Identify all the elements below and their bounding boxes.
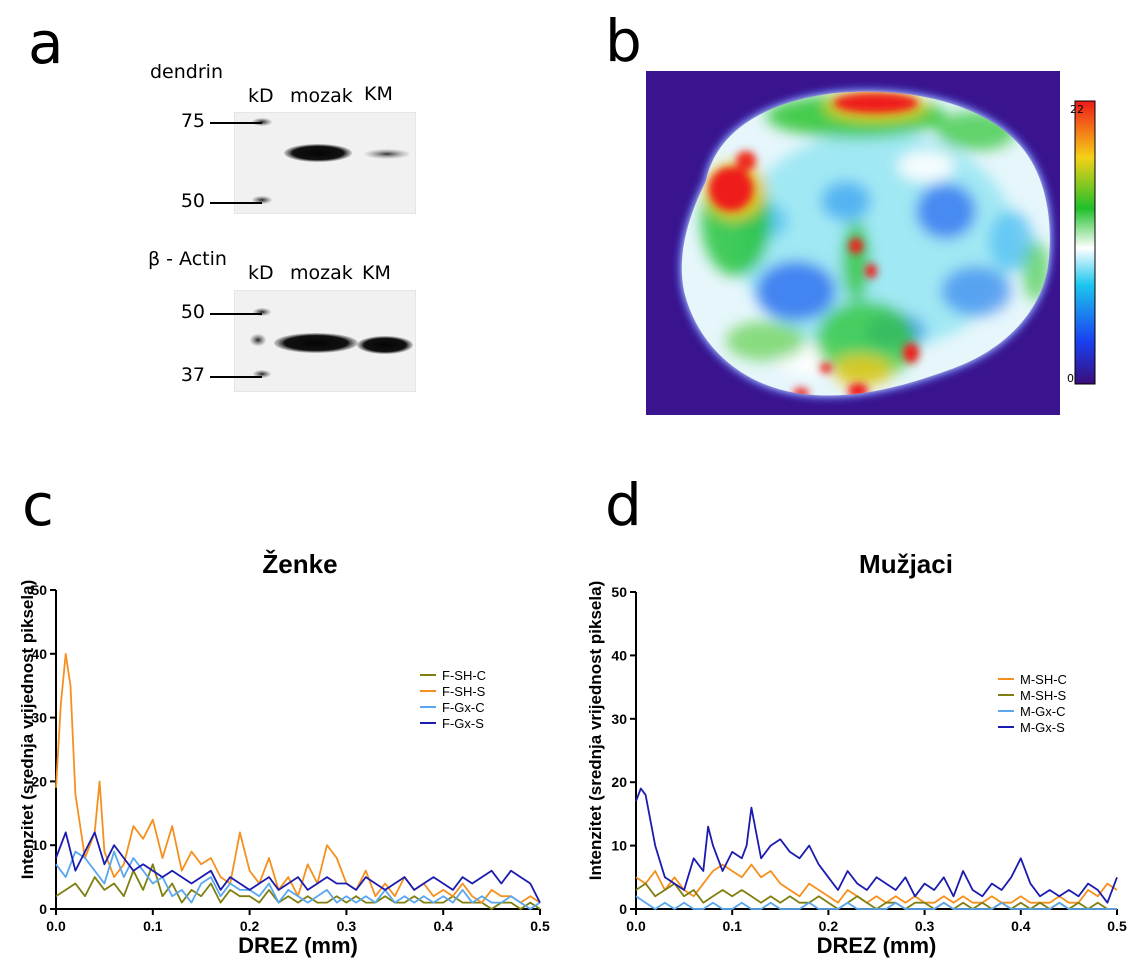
marker-50-top: 50 — [180, 190, 205, 212]
x-axis-label: DREZ (mm) — [238, 933, 358, 958]
y-tick-label: 10 — [611, 838, 627, 854]
top-lane-header-kd: kD — [248, 85, 274, 107]
series-line-m-gx-c — [635, 895, 1117, 910]
x-tick-label: 0.2 — [819, 918, 839, 934]
x-tick-label: 0.0 — [626, 918, 646, 934]
y-axis-label: Intenzitet (srednja vrijednost piksela) — [18, 580, 37, 879]
x-tick-label: 0.0 — [46, 918, 66, 934]
bottom-lane-header-km: KM — [362, 262, 391, 284]
panel-c-letter: c — [22, 471, 54, 539]
bottom-lane-header-mozak: mozak — [290, 262, 353, 284]
chart-title: Mužjaci — [859, 549, 953, 579]
series-line-m-sh-c — [635, 863, 1118, 904]
x-axis-label: DREZ (mm) — [817, 933, 937, 958]
series-line-f-sh-c — [55, 863, 541, 910]
marker-75-line — [210, 122, 262, 124]
ladder-band-75 — [252, 118, 272, 126]
ladder-band-mid — [250, 334, 266, 346]
legend-label: F-SH-C — [442, 668, 486, 683]
legend-label: M-SH-C — [1020, 672, 1067, 687]
x-tick-label: 0.2 — [240, 918, 260, 934]
dendrin-blot-image — [234, 112, 416, 214]
y-tick-label: 40 — [611, 647, 627, 663]
beta-actin-label: β - Actin — [148, 248, 227, 270]
spinal-cord-heatmap — [646, 71, 1060, 415]
ladder-band-50-bottom — [253, 308, 271, 316]
x-tick-label: 0.4 — [1011, 918, 1031, 934]
legend-label: M-Gx-C — [1020, 704, 1066, 719]
series-line-f-gx-s — [55, 831, 541, 904]
y-tick-label: 30 — [611, 711, 627, 727]
marker-50-bottom-line — [210, 313, 262, 315]
x-tick-label: 0.4 — [433, 918, 453, 934]
y-tick-label: 0 — [619, 901, 627, 917]
actin-band-mozak — [274, 333, 358, 353]
chart-zenke: Ženke 0 10 20 30 40 50 0.0 0.1 0.2 0.3 0.4 0.5 DREZ (… — [18, 549, 550, 958]
series-line-f-gx-c — [55, 850, 541, 910]
colorbar-max-label: 22 — [1070, 103, 1084, 116]
y-axis-label: Intenzitet (srednja vrijednost piksela) — [586, 581, 605, 880]
marker-37-line — [210, 376, 262, 378]
colorbar-min-label: 0 — [1067, 372, 1074, 385]
y-tick-label: 20 — [611, 774, 627, 790]
series-line-f-sh-s — [55, 652, 541, 904]
y-tick-label: 10 — [31, 837, 47, 853]
top-lane-header-mozak: mozak — [290, 85, 353, 107]
panel-a-letter: a — [28, 9, 64, 77]
bottom-lane-header-kd: kD — [248, 262, 274, 284]
marker-50-top-line — [210, 202, 262, 204]
x-tick-label: 0.1 — [722, 918, 742, 934]
marker-75: 75 — [180, 110, 205, 132]
marker-37: 37 — [180, 364, 205, 386]
x-tick-label: 0.3 — [915, 918, 935, 934]
y-tick-label: 40 — [31, 646, 47, 662]
legend-label: F-Gx-C — [442, 700, 485, 715]
x-tick-label: 0.1 — [143, 918, 163, 934]
dendrin-label: dendrin — [150, 61, 223, 83]
legend-label: F-SH-S — [442, 684, 486, 699]
x-tick-label: 0.5 — [1107, 918, 1127, 934]
dendrin-band-km — [364, 149, 410, 159]
x-tick-label: 0.5 — [530, 918, 550, 934]
y-tick-label: 50 — [31, 582, 47, 598]
x-tick-label: 0.3 — [337, 918, 357, 934]
legend-label: M-Gx-S — [1020, 720, 1065, 735]
chart-muzjaci: Mužjaci 0 10 20 30 40 50 0.0 0.1 0.2 0.3 0.4 0.5 DREZ… — [586, 549, 1127, 958]
series-line-m-gx-s — [635, 787, 1118, 904]
actin-blot-image — [234, 290, 416, 392]
y-tick-label: 20 — [31, 773, 47, 789]
dendrin-band-mozak — [284, 144, 352, 162]
actin-band-km — [357, 336, 413, 354]
legend-label: M-SH-S — [1020, 688, 1067, 703]
y-tick-label: 30 — [31, 710, 47, 726]
top-lane-header-km: KM — [364, 83, 393, 105]
marker-50-bottom: 50 — [180, 301, 205, 323]
colorbar — [1074, 100, 1096, 385]
panel-d-letter: d — [605, 471, 642, 539]
y-tick-label: 50 — [611, 584, 627, 600]
y-tick-label: 0 — [39, 901, 47, 917]
panel-b-letter: b — [605, 7, 642, 75]
chart-title: Ženke — [262, 549, 337, 579]
legend-label: F-Gx-S — [442, 716, 484, 731]
